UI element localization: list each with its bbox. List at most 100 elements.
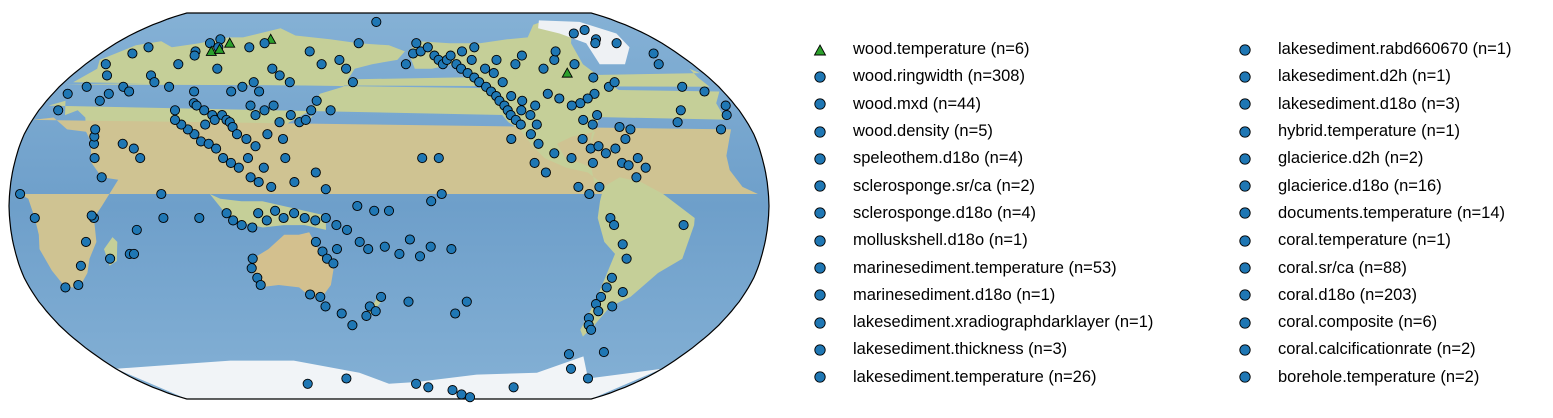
circle-marker-icon — [1239, 262, 1251, 274]
site-marker-circle — [86, 210, 97, 221]
site-marker-circle — [566, 153, 577, 164]
legend-label: lakesediment.rabd660670 (n=1) — [1278, 40, 1512, 59]
site-marker-circle — [231, 129, 243, 140]
legend-label: wood.mxd (n=44) — [853, 94, 981, 113]
site-marker-circle — [379, 241, 390, 252]
site-marker-circle — [341, 63, 352, 74]
site-marker-triangle — [561, 67, 574, 78]
site-marker-circle — [248, 77, 259, 88]
site-marker-circle — [411, 38, 422, 49]
legend-label: lakesediment.d18o (n=3) — [1278, 94, 1461, 113]
legend-item: lakesediment.rabd660670 (n=1) — [1230, 36, 1511, 63]
site-marker-circle — [554, 93, 565, 104]
site-marker-circle — [320, 212, 331, 224]
site-marker-circle — [352, 200, 363, 212]
site-marker-circle — [242, 153, 254, 164]
site-marker-circle — [592, 110, 603, 121]
legend-label: wood.density (n=5) — [853, 122, 993, 141]
site-marker-circle — [456, 389, 467, 400]
circle-marker-icon — [814, 71, 826, 83]
site-marker-circle — [310, 215, 321, 226]
site-marker-circle — [341, 224, 353, 235]
site-marker-circle — [284, 77, 295, 88]
site-marker-circle — [241, 133, 252, 145]
legend-label: lakesediment.xradiographdarklayer (n=1) — [853, 313, 1154, 332]
site-marker-circle — [62, 88, 73, 99]
site-marker-circle — [285, 110, 296, 121]
site-marker-circle — [506, 91, 517, 102]
legend-item: molluskshell.d18o (n=1) — [805, 227, 1153, 254]
site-marker-circle — [464, 392, 476, 403]
legend-item: speleothem.d18o (n=4) — [805, 145, 1153, 172]
site-marker-circle — [245, 172, 256, 183]
site-marker-circle — [584, 188, 595, 200]
circle-marker-icon — [814, 289, 826, 301]
legend: wood.temperature (n=6) wood.ringwidth (n=… — [805, 36, 1550, 396]
site-marker-circle — [715, 124, 727, 135]
site-marker-circle — [128, 248, 140, 259]
site-marker-circle — [590, 38, 601, 49]
legend-item: coral.temperature (n=1) — [1230, 227, 1511, 254]
site-marker-circle — [450, 308, 461, 319]
site-marker-circle — [278, 212, 289, 224]
site-marker-circle — [414, 251, 426, 262]
legend-item: wood.ringwidth (n=308) — [805, 63, 1153, 90]
site-marker-circle — [610, 143, 621, 154]
site-marker-circle — [525, 110, 536, 121]
site-marker-circle — [203, 138, 214, 149]
site-marker-circle — [461, 296, 472, 307]
legend-item: borehole.temperature (n=2) — [1230, 364, 1511, 391]
circle-marker-icon — [814, 316, 826, 329]
site-marker-circle — [331, 244, 343, 255]
site-marker-circle — [245, 100, 256, 111]
site-marker-circle — [611, 38, 622, 49]
site-marker-circle — [100, 59, 111, 70]
legend-label: coral.calcificationrate (n=2) — [1278, 340, 1476, 359]
site-marker-circle — [280, 153, 291, 164]
site-marker-circle — [15, 188, 26, 200]
site-marker-circle — [228, 215, 239, 226]
site-marker-circle — [105, 253, 116, 264]
site-marker-circle — [474, 77, 485, 88]
site-marker-circle — [529, 157, 540, 168]
site-marker-circle — [508, 382, 519, 393]
site-marker-circle — [614, 121, 625, 133]
site-marker-triangle — [223, 37, 236, 48]
site-marker-circle — [302, 378, 313, 389]
site-marker-circle — [446, 244, 457, 255]
site-marker-circle — [334, 54, 345, 65]
site-marker-circle — [353, 38, 364, 49]
site-marker-circle — [456, 46, 468, 57]
legend-label: speleothem.d18o (n=4) — [853, 149, 1024, 168]
legend-column-2: lakesediment.rabd660670 (n=1) lakesedimen… — [1230, 36, 1511, 391]
site-marker-circle — [300, 114, 311, 125]
site-marker-circle — [422, 42, 433, 53]
site-marker-circle — [274, 70, 285, 81]
site-marker-circle — [304, 46, 315, 57]
site-marker-circle — [261, 215, 272, 226]
circle-marker-icon — [814, 235, 826, 247]
site-marker-circle — [587, 119, 598, 130]
site-marker-circle — [317, 246, 328, 257]
legend-item: marinesediment.d18o (n=1) — [805, 282, 1153, 309]
site-marker-circle — [579, 24, 590, 36]
site-marker-circle — [601, 282, 612, 293]
site-marker-circle — [517, 95, 528, 106]
legend-item: coral.calcificationrate (n=2) — [1230, 336, 1511, 363]
circle-marker-icon — [1239, 289, 1251, 301]
legend-label: wood.temperature (n=6) — [853, 40, 1030, 59]
legend-item: coral.sr/ca (n=88) — [1230, 254, 1511, 281]
site-marker-circle — [640, 162, 651, 173]
site-marker-circle — [169, 105, 181, 116]
site-marker-circle — [480, 63, 491, 74]
site-marker-circle — [721, 110, 732, 121]
circle-marker-icon — [1239, 71, 1251, 83]
site-marker-circle — [204, 38, 216, 49]
site-marker-circle — [266, 181, 277, 192]
site-marker-circle — [236, 220, 247, 231]
site-marker-circle — [325, 105, 336, 116]
legend-item: lakesediment.temperature (n=26) — [805, 364, 1153, 391]
site-marker-circle — [376, 291, 387, 302]
site-marker-circle — [582, 373, 594, 384]
site-marker-circle — [566, 100, 577, 111]
